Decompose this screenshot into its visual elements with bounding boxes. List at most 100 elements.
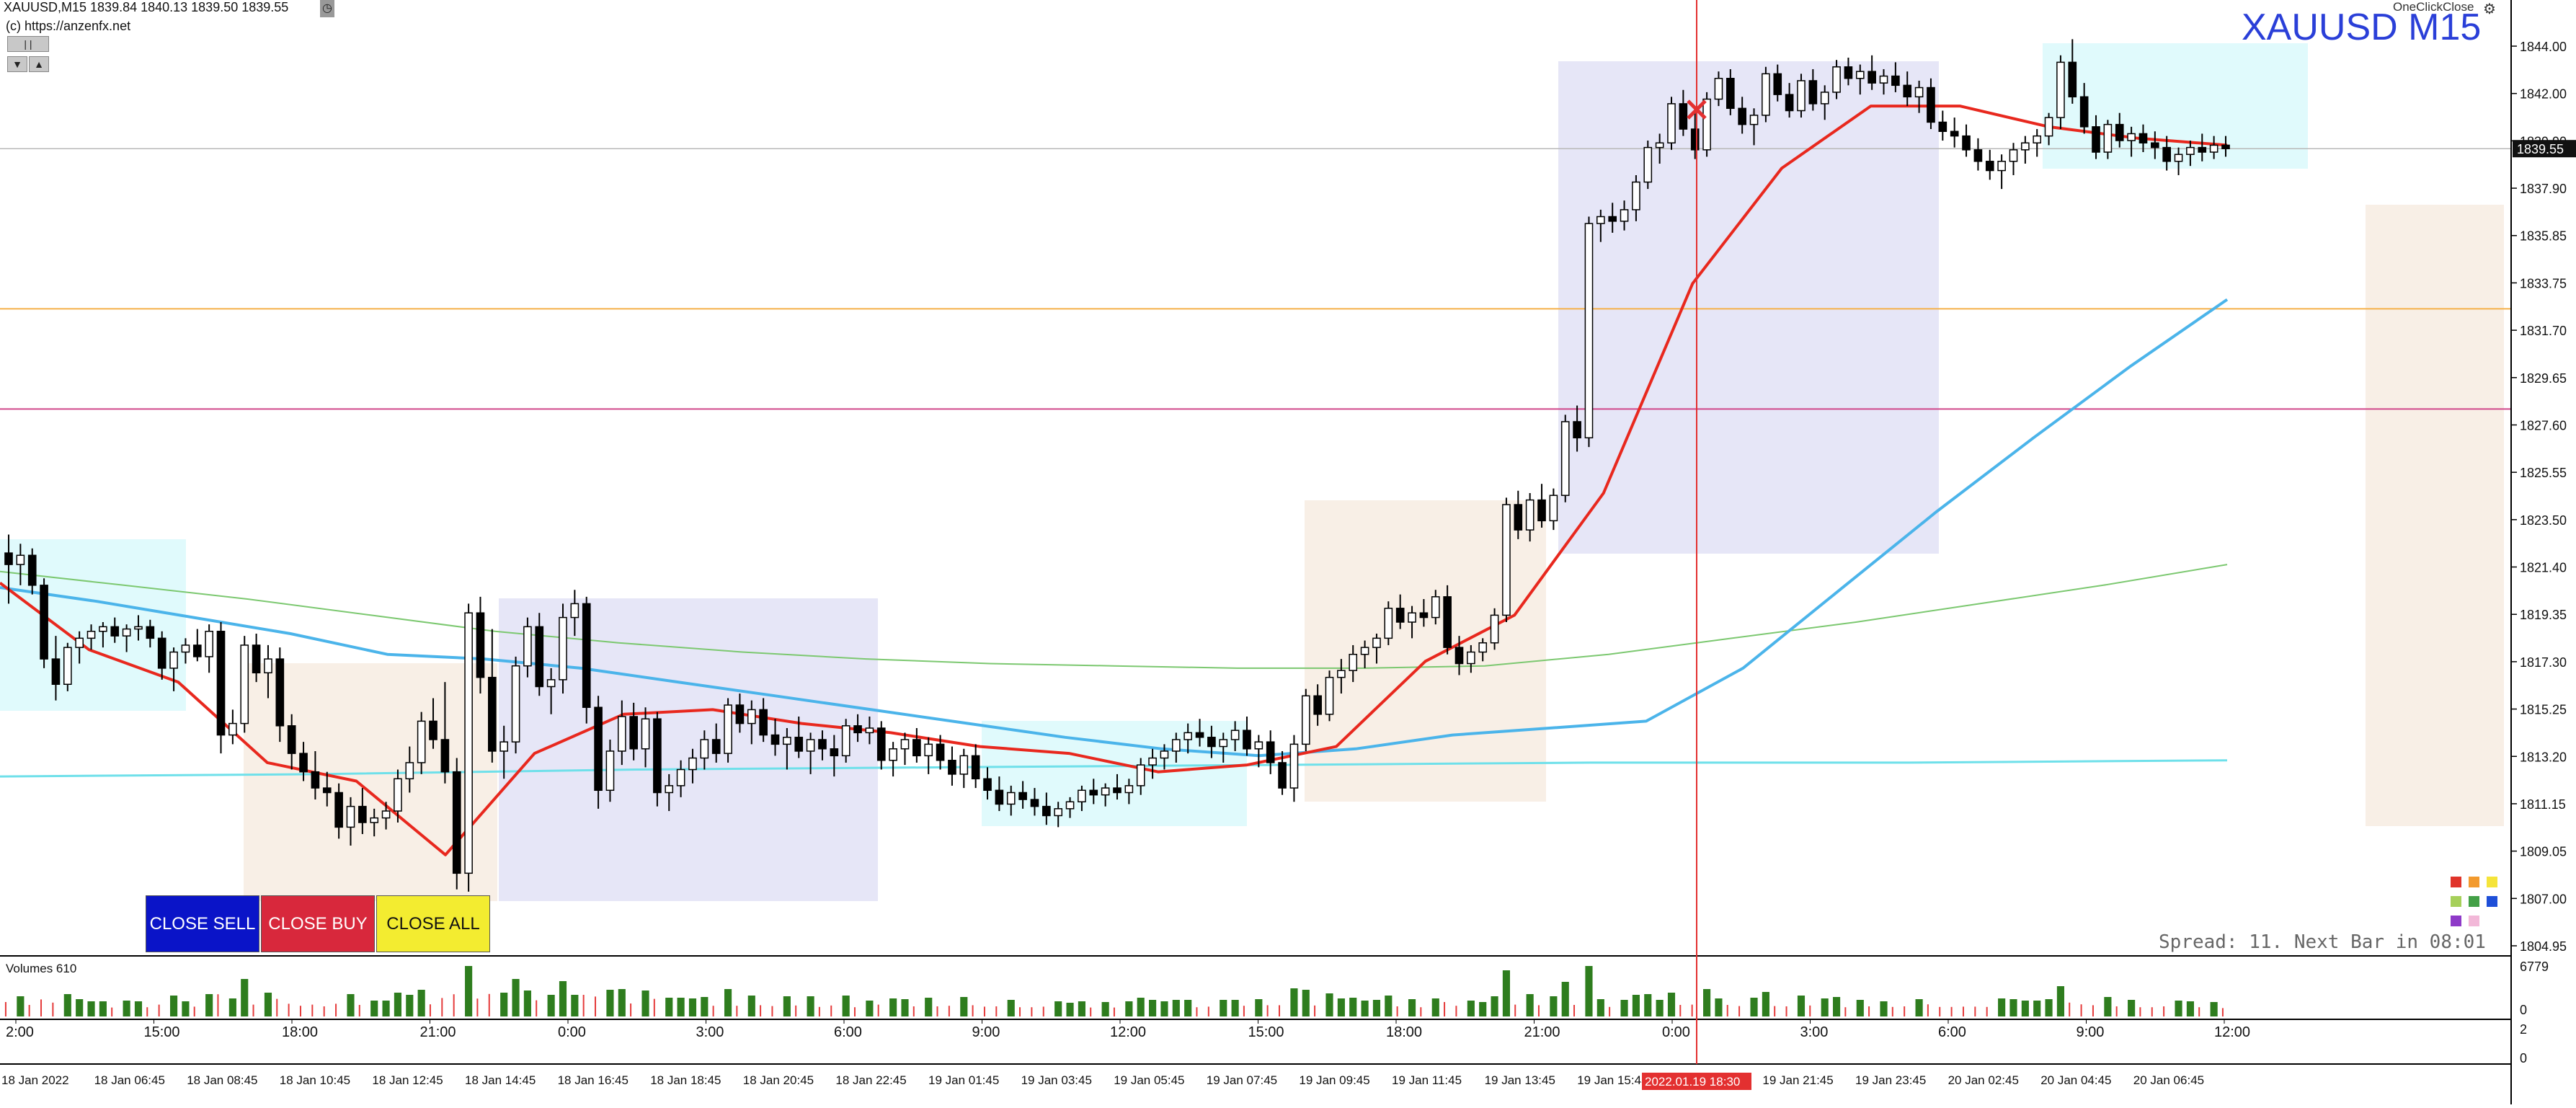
candle-body[interactable] — [1573, 421, 1581, 439]
candle-body[interactable] — [99, 626, 107, 632]
candle-body[interactable] — [948, 759, 956, 775]
candle-body[interactable] — [1408, 612, 1416, 623]
candle-body[interactable] — [1903, 84, 1912, 98]
candle-body[interactable] — [1113, 787, 1122, 794]
candle-body[interactable] — [370, 817, 379, 823]
candle-body[interactable] — [464, 612, 473, 874]
candle-body[interactable] — [334, 792, 343, 828]
candle-body[interactable] — [783, 737, 791, 745]
trade-marker-icon[interactable] — [1687, 99, 1707, 120]
candle-body[interactable] — [1289, 743, 1299, 789]
candle-body[interactable] — [1679, 103, 1688, 130]
candle-body[interactable] — [582, 603, 591, 708]
candle-body[interactable] — [287, 725, 296, 754]
candle-body[interactable] — [523, 626, 532, 667]
candle-body[interactable] — [1667, 103, 1676, 143]
candle-body[interactable] — [2209, 144, 2219, 153]
candle-body[interactable] — [1160, 750, 1169, 759]
candle-body[interactable] — [275, 658, 285, 727]
close-all-button[interactable]: CLOSE ALL — [376, 895, 490, 952]
candle-body[interactable] — [1749, 115, 1759, 125]
candle-body[interactable] — [1655, 142, 1664, 149]
candle-body[interactable] — [2044, 117, 2053, 137]
candle-body[interactable] — [995, 789, 1004, 805]
candle-body[interactable] — [40, 585, 48, 660]
candle-body[interactable] — [959, 755, 969, 775]
candle-body[interactable] — [1443, 596, 1452, 648]
candle-body[interactable] — [1584, 223, 1594, 439]
candle-body[interactable] — [1372, 637, 1381, 648]
color-swatch[interactable] — [2451, 916, 2461, 926]
candle-body[interactable] — [1078, 789, 1086, 803]
candle-body[interactable] — [711, 739, 721, 754]
candle-body[interactable] — [228, 722, 237, 736]
candle-body[interactable] — [770, 734, 780, 745]
candle-body[interactable] — [2056, 61, 2065, 118]
candle-body[interactable] — [1431, 596, 1440, 619]
candle-body[interactable] — [1867, 71, 1876, 84]
candle-body[interactable] — [724, 704, 732, 754]
candle-body[interactable] — [346, 805, 355, 828]
candle-body[interactable] — [2103, 123, 2113, 153]
candle-body[interactable] — [1702, 98, 1711, 151]
color-swatch[interactable] — [2451, 877, 2461, 887]
candle-body[interactable] — [1101, 787, 1110, 796]
candle-body[interactable] — [1632, 181, 1640, 210]
candle-body[interactable] — [2151, 142, 2159, 149]
candle-body[interactable] — [476, 612, 485, 678]
candle-body[interactable] — [1738, 107, 1746, 125]
candle-body[interactable] — [1879, 75, 1888, 84]
candle-body[interactable] — [1243, 730, 1251, 750]
candle-body[interactable] — [1844, 66, 1853, 79]
candle-body[interactable] — [2033, 135, 2042, 143]
candle-body[interactable] — [912, 739, 921, 757]
candle-body[interactable] — [157, 637, 166, 669]
candle-body[interactable] — [16, 554, 25, 565]
candle-body[interactable] — [1914, 87, 1924, 98]
candle-body[interactable] — [1490, 614, 1499, 644]
candle-body[interactable] — [2021, 142, 2030, 151]
candle-body[interactable] — [1136, 764, 1145, 786]
candle-body[interactable] — [1219, 739, 1228, 748]
candle-body[interactable] — [488, 676, 497, 752]
candle-body[interactable] — [216, 631, 226, 736]
candle-body[interactable] — [794, 737, 804, 752]
candle-body[interactable] — [75, 637, 84, 648]
candle-body[interactable] — [546, 679, 556, 688]
candle-body[interactable] — [1549, 495, 1558, 522]
candle-body[interactable] — [240, 644, 249, 724]
candle-body[interactable] — [1148, 757, 1157, 766]
candle-body[interactable] — [1773, 73, 1782, 95]
candle-body[interactable] — [2115, 123, 2124, 141]
candle-body[interactable] — [1325, 676, 1334, 715]
candle-body[interactable] — [865, 727, 874, 734]
candle-body[interactable] — [1349, 653, 1358, 671]
candle-body[interactable] — [1797, 80, 1806, 112]
candle-body[interactable] — [358, 805, 367, 823]
candle-body[interactable] — [735, 704, 745, 724]
candle-body[interactable] — [1266, 741, 1275, 763]
scroll-up-icon[interactable]: ▲ — [29, 56, 49, 72]
candle-body[interactable] — [51, 658, 61, 686]
candle-body[interactable] — [417, 720, 426, 763]
candle-body[interactable] — [1006, 792, 1016, 805]
candle-body[interactable] — [1360, 647, 1369, 655]
candle-body[interactable] — [2138, 133, 2148, 143]
candle-body[interactable] — [2162, 146, 2172, 162]
candle-body[interactable] — [676, 768, 685, 786]
settings-icon[interactable]: ⚙ — [2483, 1, 2496, 17]
candle-body[interactable] — [1560, 421, 1570, 496]
candle-body[interactable] — [110, 626, 120, 637]
candle-body[interactable] — [1938, 121, 1947, 132]
candle-body[interactable] — [2186, 146, 2195, 155]
candle-body[interactable] — [1384, 608, 1393, 639]
color-swatch[interactable] — [2469, 877, 2479, 887]
candle-body[interactable] — [1478, 642, 1488, 653]
candle-body[interactable] — [1301, 695, 1310, 745]
candle-body[interactable] — [394, 778, 402, 812]
candle-body[interactable] — [688, 757, 697, 771]
candle-body[interactable] — [134, 626, 143, 630]
candle-body[interactable] — [1207, 737, 1216, 748]
candle-body[interactable] — [1278, 762, 1287, 789]
